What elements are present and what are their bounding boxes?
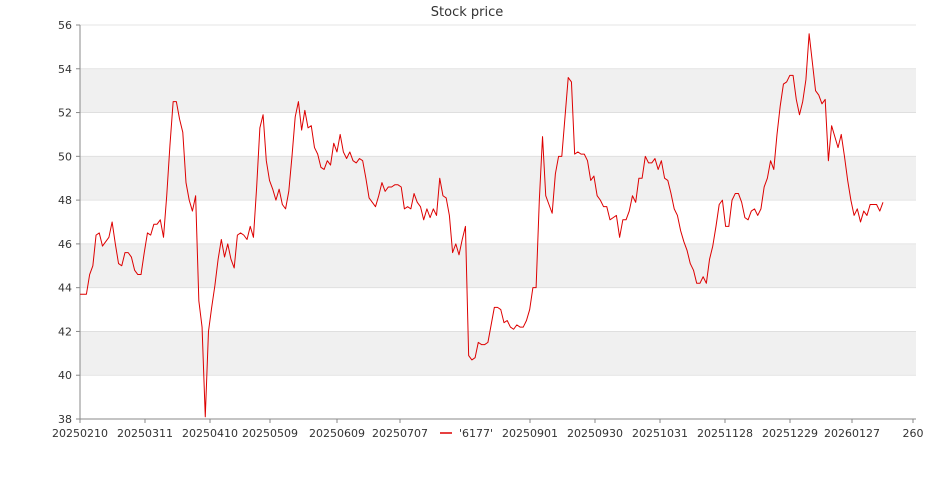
x-axis-ticks: 20250210 20250311 20250410 20250509 20250609…	[52, 419, 924, 440]
x-tick-label: 20251229	[762, 427, 818, 440]
series-line	[80, 33, 884, 418]
x-tick-label: 20250930	[567, 427, 623, 440]
x-tick-label: 20250210	[52, 427, 108, 440]
grid-band	[80, 331, 916, 376]
y-axis-ticks: 38 40 42 44 46 48 50 52 54 56	[58, 19, 80, 426]
legend: '6177'	[440, 427, 493, 440]
y-tick-label: 48	[58, 194, 72, 207]
y-tick-label: 50	[58, 150, 72, 163]
y-tick-label: 38	[58, 413, 72, 426]
grid-lines	[80, 24, 916, 420]
y-tick-label: 42	[58, 325, 72, 338]
x-tick-label: 20260127	[824, 427, 880, 440]
plot-area	[80, 33, 884, 418]
x-tick-label: 20250509	[242, 427, 298, 440]
x-tick-label: 20250311	[117, 427, 173, 440]
legend-label: '6177'	[459, 427, 493, 440]
axes	[79, 25, 916, 420]
y-tick-label: 40	[58, 369, 72, 382]
y-tick-label: 56	[58, 19, 72, 32]
chart-title: Stock price	[431, 5, 503, 20]
background-bands	[80, 68, 916, 376]
y-tick-label: 46	[58, 238, 72, 251]
x-tick-label: 20250707	[372, 427, 428, 440]
y-tick-label: 54	[58, 63, 72, 76]
x-tick-label: 20250901	[502, 427, 558, 440]
y-tick-label: 52	[58, 107, 72, 120]
y-tick-label: 44	[58, 282, 72, 295]
grid-band	[80, 156, 916, 201]
x-tick-label: 20251031	[632, 427, 688, 440]
x-tick-label: 20251128	[697, 427, 753, 440]
x-tick-label: 20250609	[309, 427, 365, 440]
x-tick-label: 260	[903, 427, 924, 440]
grid-band	[80, 243, 916, 288]
grid-band	[80, 68, 916, 113]
x-tick-label: 20250410	[182, 427, 238, 440]
